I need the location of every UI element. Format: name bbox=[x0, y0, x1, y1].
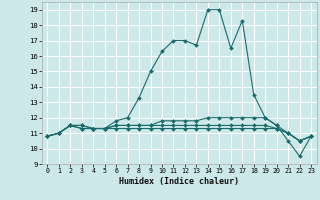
X-axis label: Humidex (Indice chaleur): Humidex (Indice chaleur) bbox=[119, 177, 239, 186]
